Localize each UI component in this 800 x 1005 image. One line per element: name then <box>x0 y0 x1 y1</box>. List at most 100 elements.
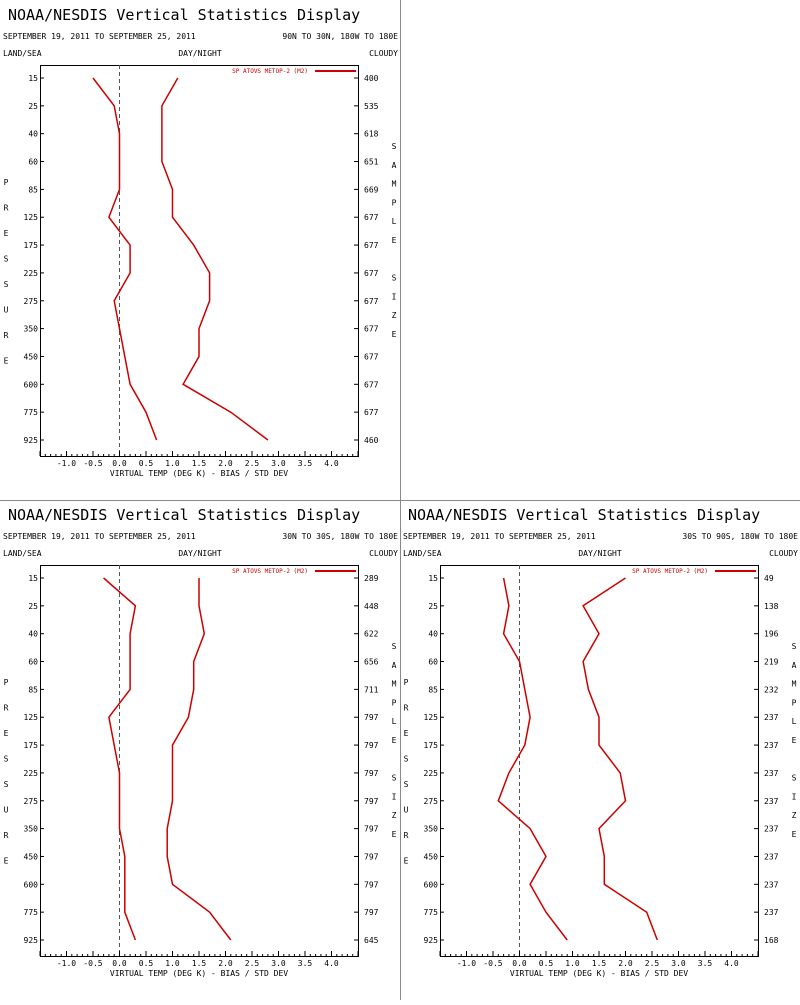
pressure-label: 15 <box>28 74 38 83</box>
pressure-label: 775 <box>24 408 39 417</box>
chart-panel: NOAA/NESDIS Vertical Statistics Display S… <box>3 6 398 478</box>
pressure-axis-letter: S <box>4 755 9 764</box>
panel-title: NOAA/NESDIS Vertical Statistics Display <box>8 6 360 24</box>
x-tick-label: -0.5 <box>83 959 102 968</box>
pressure-label: 60 <box>28 158 38 167</box>
sample-size-label: 797 <box>364 852 379 861</box>
pressure-label: 350 <box>24 325 39 334</box>
sample-size-axis-letter: P <box>392 198 397 207</box>
sample-size-label: 677 <box>364 269 379 278</box>
x-tick-label: 0.5 <box>539 959 554 968</box>
sample-size-axis-letter: S <box>392 274 397 283</box>
pressure-axis-letter: E <box>4 857 9 866</box>
sample-size-label: 168 <box>764 936 779 945</box>
pressure-label: 25 <box>28 102 38 111</box>
sample-size-label: 196 <box>764 630 779 639</box>
pressure-axis-letter: U <box>4 806 9 815</box>
pressure-label: 925 <box>24 936 39 945</box>
x-tick-label: 3.0 <box>271 459 286 468</box>
pressure-label: 85 <box>28 185 38 194</box>
bias-series-line <box>92 77 158 441</box>
pressure-label: 25 <box>28 602 38 611</box>
pressure-axis-letter: R <box>4 331 9 340</box>
date-range: SEPTEMBER 19, 2011 TO SEPTEMBER 25, 2011 <box>403 532 596 541</box>
x-tick-label: 1.0 <box>165 459 180 468</box>
sample-size-axis-letter: I <box>392 292 397 301</box>
sample-size-axis-letter: E <box>392 736 397 745</box>
stddev-series-line <box>161 77 269 441</box>
sample-size-label: 460 <box>364 436 379 445</box>
sample-size-label: 677 <box>364 297 379 306</box>
pressure-label: 175 <box>24 241 39 250</box>
cloudy-label: CLOUDY <box>369 549 398 558</box>
sample-size-axis-letter: I <box>792 792 797 801</box>
sample-size-label: 289 <box>364 574 379 583</box>
pressure-label: 225 <box>424 769 439 778</box>
pressure-axis-letter: P <box>4 678 9 687</box>
pressure-label: 450 <box>24 352 39 361</box>
pressure-label: 25 <box>428 602 438 611</box>
x-tick-label: 0.0 <box>512 959 527 968</box>
sample-size-label: 232 <box>764 685 779 694</box>
pressure-axis-letter: E <box>4 229 9 238</box>
sample-size-label: 797 <box>364 741 379 750</box>
pressure-axis-letter: S <box>4 780 9 789</box>
x-tick-label: -1.0 <box>457 959 476 968</box>
sample-size-axis-letter: Z <box>392 811 397 820</box>
x-tick-label: 4.0 <box>324 959 339 968</box>
x-tick-label: 4.0 <box>324 459 339 468</box>
plot-frame <box>440 565 759 957</box>
sample-size-axis-letter: L <box>392 217 397 226</box>
pressure-label: 15 <box>428 574 438 583</box>
sample-size-label: 237 <box>764 769 779 778</box>
pressure-label: 40 <box>28 630 38 639</box>
plot-frame <box>40 65 359 457</box>
pressure-label: 85 <box>28 685 38 694</box>
x-tick-label: 3.5 <box>298 459 313 468</box>
sample-size-axis-letter: S <box>392 142 397 151</box>
sample-size-label: 400 <box>364 74 379 83</box>
pressure-axis-letter: R <box>4 831 9 840</box>
pressure-label: 125 <box>424 713 439 722</box>
x-tick-label: -1.0 <box>57 959 76 968</box>
sample-size-label: 677 <box>364 241 379 250</box>
pressure-label: 40 <box>428 630 438 639</box>
sample-size-axis-letter: A <box>392 661 397 670</box>
x-tick-label: 0.5 <box>139 459 154 468</box>
sample-size-axis-letter: M <box>792 680 797 689</box>
cloudy-label: CLOUDY <box>769 549 798 558</box>
sample-size-axis-letter: E <box>792 830 797 839</box>
x-tick-label: 1.0 <box>565 959 580 968</box>
sample-size-label: 622 <box>364 630 379 639</box>
x-tick-label: 1.5 <box>192 459 207 468</box>
sample-size-label: 237 <box>764 713 779 722</box>
sample-size-label: 656 <box>364 658 379 667</box>
x-axis-label: VIRTUAL TEMP (DEG K) - BIAS / STD DEV <box>110 469 288 478</box>
chart-panel: NOAA/NESDIS Vertical Statistics Display S… <box>403 506 798 978</box>
pressure-axis-letter: R <box>404 704 409 713</box>
region-label: 30S TO 90S, 180W TO 180E <box>682 532 798 541</box>
pressure-axis-letter: E <box>4 729 9 738</box>
sample-size-label: 49 <box>764 574 774 583</box>
x-tick-label: 2.0 <box>218 959 233 968</box>
pressure-label: 175 <box>424 741 439 750</box>
sample-size-axis-letter: I <box>392 792 397 801</box>
sample-size-label: 138 <box>764 602 779 611</box>
pressure-axis-letter: R <box>404 831 409 840</box>
x-tick-label: 0.0 <box>112 459 127 468</box>
pressure-label: 450 <box>24 852 39 861</box>
region-label: 30N TO 30S, 180W TO 180E <box>282 532 398 541</box>
x-tick-label: 0.5 <box>139 959 154 968</box>
day-night-label: DAY/NIGHT <box>178 49 222 58</box>
sample-size-label: 677 <box>364 408 379 417</box>
x-tick-label: 2.5 <box>245 459 260 468</box>
pressure-axis-letter: S <box>4 280 9 289</box>
sample-size-axis-letter: L <box>792 717 797 726</box>
x-tick-label: -1.0 <box>57 459 76 468</box>
sample-size-label: 645 <box>364 936 379 945</box>
x-tick-label: -0.5 <box>83 459 102 468</box>
sample-size-label: 797 <box>364 825 379 834</box>
sample-size-label: 711 <box>364 685 379 694</box>
sample-size-axis-letter: S <box>392 642 397 651</box>
